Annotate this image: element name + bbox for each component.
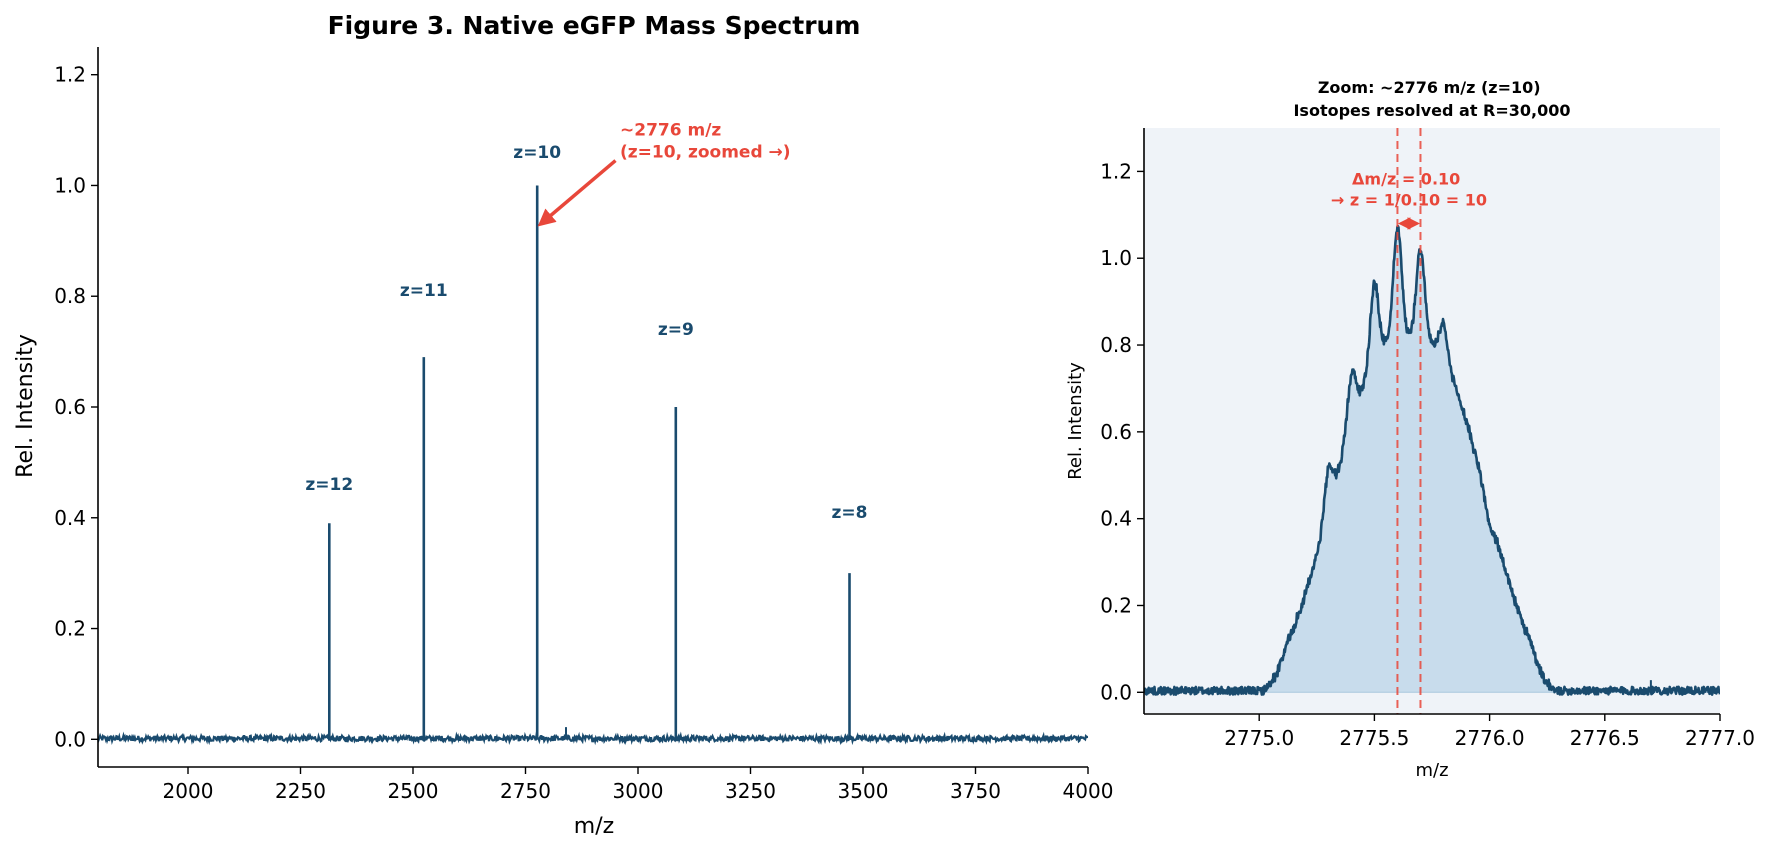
main-x-tick-label: 2000 bbox=[163, 779, 214, 803]
main-y-tick-label: 0.4 bbox=[54, 506, 86, 530]
main-peak-label-z8: z=8 bbox=[832, 503, 868, 523]
main-x-tick-label: 2250 bbox=[275, 779, 326, 803]
zoom-title-line-2: Isotopes resolved at R=30,000 bbox=[1293, 101, 1570, 120]
zoom-isotope-chart: Zoom: ~2776 m/z (z=10) Isotopes resolved… bbox=[1065, 78, 1755, 781]
main-annotation-arrow bbox=[537, 159, 617, 227]
zoom-y-tick-label: 0.8 bbox=[1100, 333, 1132, 357]
main-annotation-text: ~2776 m/z (z=10, zoomed →) bbox=[620, 121, 791, 163]
main-peak-label-z11: z=11 bbox=[400, 281, 448, 301]
zoom-marker-lines bbox=[1396, 128, 1422, 714]
main-x-axis-label: m/z bbox=[574, 814, 614, 839]
zoom-y-ticks: 0.0 0.2 0.4 0.6 0.8 1.0 1.2 bbox=[1100, 159, 1144, 704]
zoom-y-tick-label: 1.2 bbox=[1100, 159, 1132, 183]
zoom-x-axis-label: m/z bbox=[1415, 760, 1448, 781]
zoom-y-tick-label: 0.2 bbox=[1100, 593, 1132, 617]
main-y-tick-label: 1.2 bbox=[54, 63, 86, 87]
main-x-tick-label: 2500 bbox=[388, 779, 439, 803]
main-y-tick-label: 0.2 bbox=[54, 617, 86, 641]
zoom-isotope-trace bbox=[1144, 224, 1720, 696]
main-peak-label-z10: z=10 bbox=[513, 143, 561, 163]
main-y-tick-label: 0.6 bbox=[54, 395, 86, 419]
main-baseline-noise bbox=[98, 731, 1089, 746]
zoom-x-tick-label: 2775.5 bbox=[1339, 726, 1409, 750]
zoom-x-tick-label: 2777.0 bbox=[1685, 726, 1755, 750]
main-x-tick-label: 3750 bbox=[950, 779, 1001, 803]
main-y-tick-label: 0.0 bbox=[54, 727, 86, 751]
main-y-axis-label: Rel. Intensity bbox=[13, 334, 38, 478]
main-x-tick-label: 3500 bbox=[838, 779, 889, 803]
zoom-annotation-text: Δm/z = 0.10 → z = 1/0.10 = 10 bbox=[1331, 169, 1487, 209]
main-y-tick-label: 1.0 bbox=[54, 173, 86, 197]
main-peak-label-z9: z=9 bbox=[658, 320, 694, 340]
zoom-x-tick-label: 2776.0 bbox=[1455, 726, 1525, 750]
zoom-y-tick-label: 0.6 bbox=[1100, 420, 1132, 444]
main-x-tick-label: 3000 bbox=[613, 779, 664, 803]
main-y-ticks: 0.0 0.2 0.4 0.6 0.8 1.0 1.2 bbox=[54, 63, 98, 751]
main-x-ticks: 2000 2250 2500 2750 3000 3250 3500 3750 4000 bbox=[163, 767, 1114, 803]
main-x-tick-label: 4000 bbox=[1063, 779, 1114, 803]
main-y-tick-label: 0.8 bbox=[54, 284, 86, 308]
zoom-y-tick-label: 1.0 bbox=[1100, 246, 1132, 270]
zoom-y-tick-label: 0.0 bbox=[1100, 680, 1132, 704]
main-annotation-line-1: ~2776 m/z bbox=[620, 121, 721, 141]
zoom-x-tick-label: 2775.0 bbox=[1224, 726, 1294, 750]
main-x-tick-label: 2750 bbox=[500, 779, 551, 803]
main-peak-labels: z=12 z=11 z=10 z=9 z=8 bbox=[305, 143, 867, 523]
zoom-title-line-1: Zoom: ~2776 m/z (z=10) bbox=[1318, 78, 1541, 97]
zoom-chart-title: Zoom: ~2776 m/z (z=10) Isotopes resolved… bbox=[1293, 78, 1570, 120]
zoom-annotation-line-2: → z = 1/0.10 = 10 bbox=[1331, 190, 1487, 209]
main-x-tick-label: 3250 bbox=[725, 779, 776, 803]
zoom-y-axis-label: Rel. Intensity bbox=[1065, 362, 1086, 480]
zoom-x-tick-label: 2776.5 bbox=[1570, 726, 1640, 750]
main-plot-area bbox=[98, 185, 1089, 746]
zoom-plot-area bbox=[1144, 224, 1720, 696]
zoom-y-tick-label: 0.4 bbox=[1100, 507, 1132, 531]
main-peak-label-z12: z=12 bbox=[305, 475, 353, 495]
main-chart-title: Figure 3. Native eGFP Mass Spectrum bbox=[328, 11, 861, 40]
main-spectrum-chart: Figure 3. Native eGFP Mass Spectrum z=12… bbox=[13, 11, 1113, 839]
main-annotation-line-2: (z=10, zoomed →) bbox=[620, 143, 791, 163]
zoom-x-ticks: 2775.0 2775.5 2776.0 2776.5 2777.0 bbox=[1224, 714, 1755, 750]
zoom-annotation-line-1: Δm/z = 0.10 bbox=[1352, 169, 1460, 188]
